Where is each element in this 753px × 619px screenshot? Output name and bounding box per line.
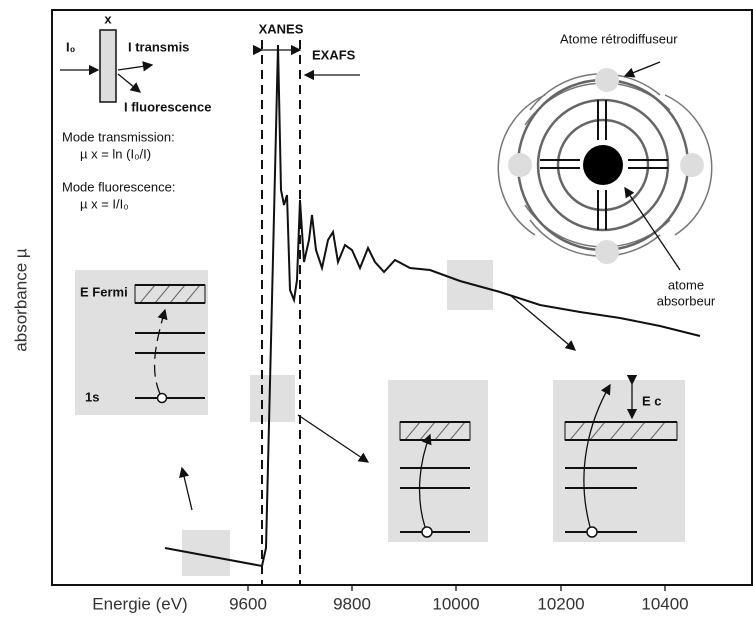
levels [400,421,470,533]
panel [75,270,208,415]
label: I transmis [128,39,189,54]
x-tick-label: 10400 [641,594,688,613]
transition [153,308,168,395]
levels [135,284,205,399]
label: 1s [85,389,99,404]
arrow [297,414,370,463]
highlight [250,375,295,422]
x-tick-label: 10200 [537,594,584,613]
text: Mode fluorescence: [62,179,175,194]
arrow [509,294,576,351]
label: I fluorescence [124,99,211,114]
label: absorbeur [657,293,716,308]
arrow [624,186,681,271]
arrow [623,61,661,78]
text: Mode transmission: [62,129,175,144]
y-axis-label: absorbance µ [11,248,30,352]
label: atome [668,277,704,292]
arrow [179,466,193,511]
label: EXAFS [312,47,356,62]
label: I₀ [66,39,76,54]
panel [388,380,488,542]
spectrum [164,44,701,568]
text: µ x = I/I₀ [80,196,129,211]
label: XANES [259,21,304,36]
transition [583,383,611,528]
sample [99,29,117,103]
x-axis: Energie (eV) 9600 9800 10000 10200 10400… [11,248,688,613]
transition [418,433,432,528]
label: x [104,11,112,26]
label: E c [642,393,662,408]
x-tick-label: 9600 [229,594,267,613]
x-axis-label: Energie (eV) [92,594,187,613]
atom-diagram [497,68,713,264]
levels [565,421,677,533]
arrow [117,73,142,93]
x-tick-label: 9800 [333,594,371,613]
highlight [447,260,493,310]
arrow [117,61,154,72]
x-tick-label: 10000 [432,594,479,613]
text: µ x = ln (I₀/I) [80,146,151,161]
plot-frame [51,9,753,586]
hatch [139,284,201,304]
panel [553,380,685,542]
label: E Fermi [80,284,128,299]
label: Atome rétrodiffuseur [560,31,678,46]
